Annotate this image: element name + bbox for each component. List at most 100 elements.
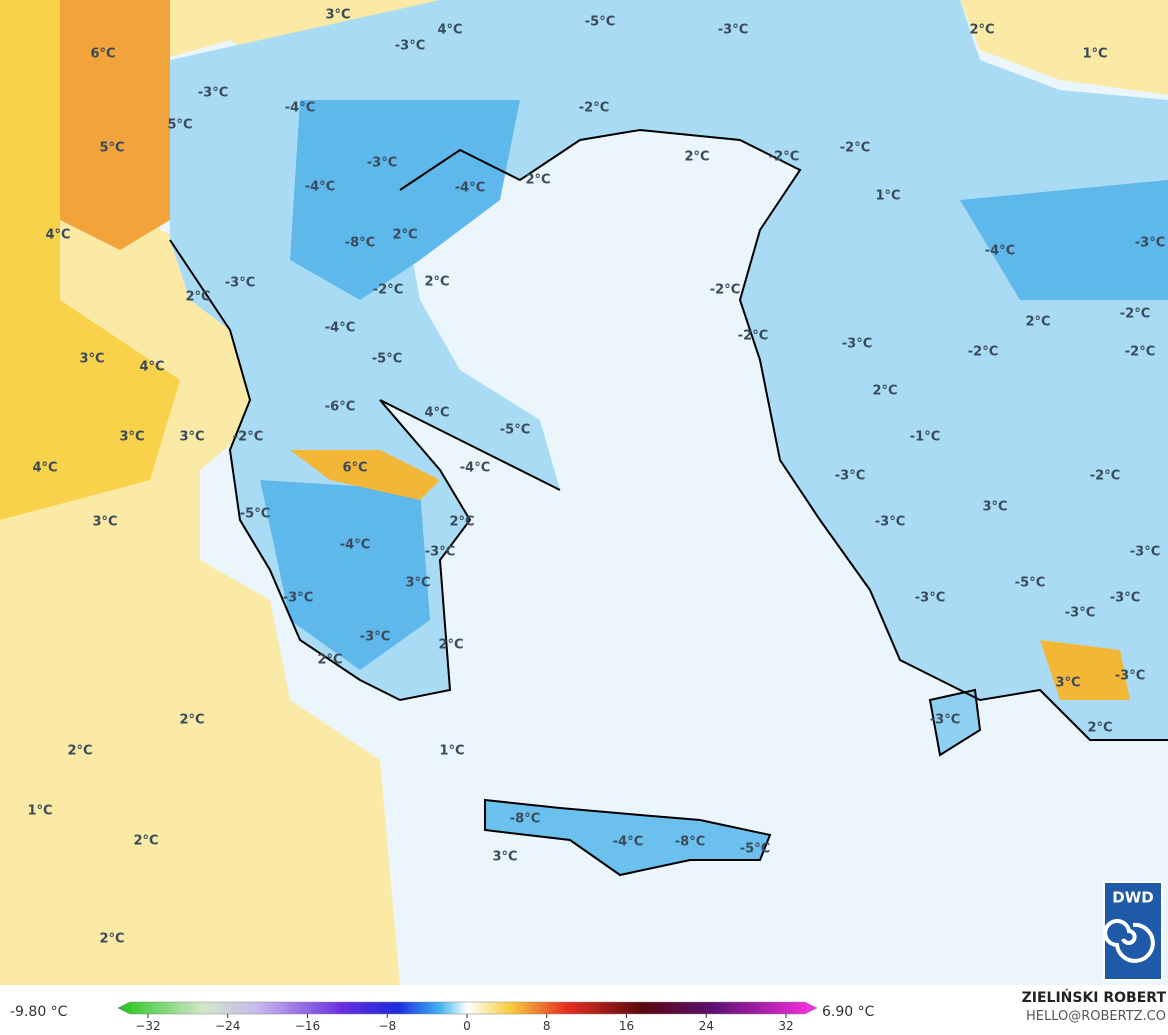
temp-label: -5°C [240, 507, 270, 522]
logo-text: DWD [1112, 889, 1153, 907]
temp-label: -4°C [305, 180, 335, 195]
temp-label: 2°C [392, 228, 417, 243]
colorbar-tick-label: −16 [295, 1019, 320, 1033]
temp-label: -3°C [835, 469, 865, 484]
temp-label: -3°C [360, 630, 390, 645]
colorbar [117, 1001, 818, 1015]
temp-label: 4°C [32, 461, 57, 476]
temp-label: -4°C [285, 101, 315, 116]
temp-label: -4°C [613, 835, 643, 850]
colorbar-tick-label: 0 [463, 1019, 471, 1033]
temp-label: 1°C [875, 189, 900, 204]
temp-label: 3°C [492, 850, 517, 865]
temp-label: -6°C [325, 400, 355, 415]
temp-label: -2°C [1120, 307, 1150, 322]
colder-land [260, 100, 1168, 670]
temp-label: 2°C [133, 834, 158, 849]
temp-label: 3°C [79, 352, 104, 367]
colorbar-min: -9.80 °C [10, 1004, 68, 1020]
temp-label: -3°C [875, 515, 905, 530]
temp-label: -2°C [1125, 345, 1155, 360]
colorbar-max: 6.90 °C [822, 1004, 875, 1020]
temp-label: -3°C [425, 545, 455, 560]
author: ZIELIŃSKI ROBERT [1022, 988, 1167, 1006]
temp-label: 4°C [45, 228, 70, 243]
temp-label: 2°C [684, 150, 709, 165]
logo [1103, 881, 1163, 981]
temp-label: -5°C [740, 842, 770, 857]
temp-label: 1°C [1082, 47, 1107, 62]
temp-label: 1°C [439, 744, 464, 759]
temp-label: -5°C [1015, 576, 1045, 591]
temp-label: 2°C [872, 384, 897, 399]
temp-label: 3°C [325, 8, 350, 23]
temp-label: 3°C [179, 430, 204, 445]
temp-label: 3°C [119, 430, 144, 445]
temp-label: -3°C [930, 713, 960, 728]
temp-label: -3°C [915, 591, 945, 606]
temp-label: 4°C [139, 360, 164, 375]
temp-label: -1°C [910, 430, 940, 445]
colorbar-tick-label: 24 [699, 1019, 714, 1033]
temp-label: 5°C [99, 141, 124, 156]
temp-label: 5°C [167, 118, 192, 133]
temp-label: -3°C [1130, 545, 1160, 560]
temp-label: -2°C [738, 329, 768, 344]
colorbar-tick-label: −32 [135, 1019, 160, 1033]
temp-label: 2°C [99, 932, 124, 947]
temp-label: 2°C [438, 638, 463, 653]
crete [484, 798, 772, 877]
temp-label: 2°C [67, 744, 92, 759]
colorbar-tick-label: 32 [778, 1019, 793, 1033]
temp-label: -2°C [373, 283, 403, 298]
temp-label: 6°C [342, 461, 367, 476]
warm-coast [0, 0, 180, 520]
colorbar-tick-label: 8 [543, 1019, 551, 1033]
colorbar-tick-label: 16 [619, 1019, 634, 1033]
temp-label: -4°C [460, 461, 490, 476]
temp-label: 3°C [1055, 676, 1080, 691]
temp-label: 2°C [185, 290, 210, 305]
temp-label: -4°C [455, 181, 485, 196]
temp-label: -4°C [340, 538, 370, 553]
temp-label: -8°C [675, 835, 705, 850]
temp-label: 3°C [405, 576, 430, 591]
temp-label: -3°C [1065, 606, 1095, 621]
email: HELLO@ROBERTZ.CO [1026, 1009, 1166, 1024]
logo-swirl [1103, 919, 1155, 963]
warm-sea [0, 0, 440, 985]
warm-patch [290, 450, 1130, 700]
temp-label: 3°C [92, 515, 117, 530]
temp-label: 6°C [90, 47, 115, 62]
temp-label: -3°C [367, 156, 397, 171]
temp-label: 2°C [424, 275, 449, 290]
temp-label: -2°C [769, 150, 799, 165]
temp-label: 2°C [969, 23, 994, 38]
temp-label: -3°C [1110, 591, 1140, 606]
temp-label: -3°C [718, 23, 748, 38]
temp-label: 2°C [525, 173, 550, 188]
temp-label: 2°C [1025, 315, 1050, 330]
temp-label: -4°C [985, 244, 1015, 259]
temp-label: -5°C [500, 423, 530, 438]
temp-label: -5°C [372, 352, 402, 367]
temp-label: -3°C [283, 591, 313, 606]
temp-label: -3°C [395, 39, 425, 54]
temp-label: 3°C [982, 500, 1007, 515]
temp-label: -3°C [1115, 669, 1145, 684]
temp-label: -5°C [585, 15, 615, 30]
temp-label: -2°C [233, 430, 263, 445]
temp-label: -4°C [325, 321, 355, 336]
temp-label: -2°C [710, 283, 740, 298]
colorbar-tick-label: −8 [378, 1019, 396, 1033]
temp-label: -8°C [345, 236, 375, 251]
temp-label: -2°C [840, 141, 870, 156]
temp-label: -3°C [198, 86, 228, 101]
rhodes [928, 688, 982, 757]
coastline [169, 128, 1168, 741]
temp-label: -3°C [225, 276, 255, 291]
warm-land [60, 0, 170, 250]
temp-label: -2°C [579, 101, 609, 116]
temp-label: 2°C [317, 653, 342, 668]
